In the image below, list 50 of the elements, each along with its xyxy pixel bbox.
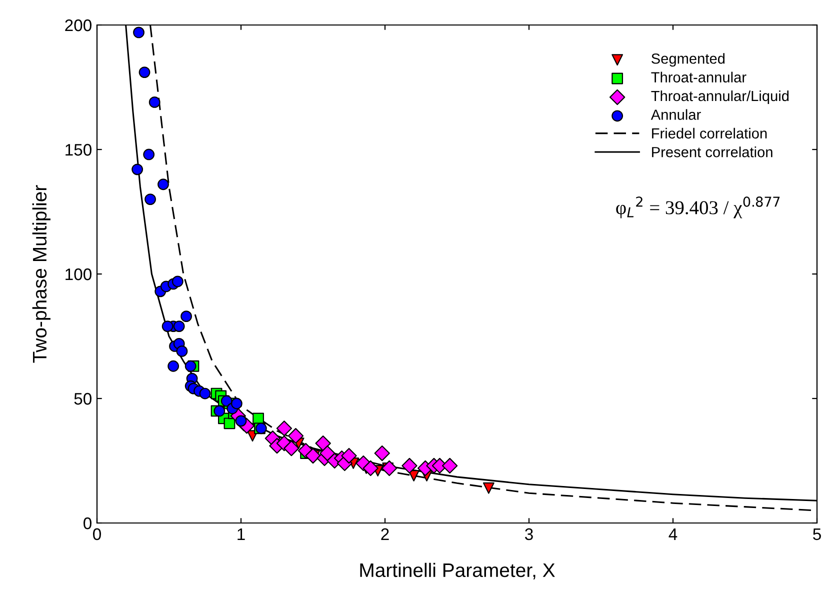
point (315, 435, 331, 452)
point (158, 178, 169, 190)
y-tick-label: 200 (65, 19, 92, 32)
point (162, 320, 174, 332)
point (482, 482, 494, 494)
point (168, 360, 180, 372)
legend-label: Friedel correlation (652, 128, 767, 139)
point (252, 412, 264, 424)
point (132, 164, 144, 176)
point (288, 428, 304, 444)
legend-label: Segmented (652, 53, 725, 67)
point (402, 458, 418, 474)
point (230, 398, 242, 410)
point (133, 26, 144, 38)
point (143, 148, 155, 160)
point (138, 66, 150, 78)
point (180, 310, 192, 322)
x-tick-label: 0 (93, 528, 101, 540)
point (284, 440, 300, 456)
point (214, 405, 226, 417)
point (362, 460, 378, 476)
legend-label: Throat-annular (651, 72, 746, 82)
x-tick-label: 4 (668, 528, 678, 540)
x-tick-label: 5 (813, 528, 821, 540)
point (381, 460, 398, 476)
point (374, 445, 390, 462)
point (276, 420, 292, 436)
x-tick-label: 3 (525, 528, 533, 540)
y-tick-label: 150 (66, 144, 92, 156)
y-axis-title: Two-phase Multiplier (32, 185, 50, 363)
point (320, 445, 336, 462)
point (184, 360, 196, 372)
y-tick-label: 0 (84, 517, 92, 530)
point (341, 448, 357, 464)
annotation: φ$_{L}$$^{2}$ = 39.403 / χ$^{0.877}$ (616, 196, 780, 218)
point (176, 345, 188, 357)
legend-label: Present correlation (652, 146, 772, 158)
y-tick-label: 100 (66, 268, 92, 280)
point (148, 96, 160, 108)
x-axis-title: Martinelli Parameter, X (360, 562, 555, 580)
x-tick-label: 1 (238, 528, 245, 540)
point (442, 458, 458, 474)
legend-label: Annular (650, 109, 701, 120)
y-tick-label: 50 (74, 392, 92, 405)
point (199, 388, 211, 400)
legend-label: Throat-annular/Liquid (651, 90, 789, 104)
point (173, 320, 185, 332)
x-tick-label: 2 (381, 528, 389, 540)
point (144, 194, 156, 206)
point (172, 276, 184, 288)
